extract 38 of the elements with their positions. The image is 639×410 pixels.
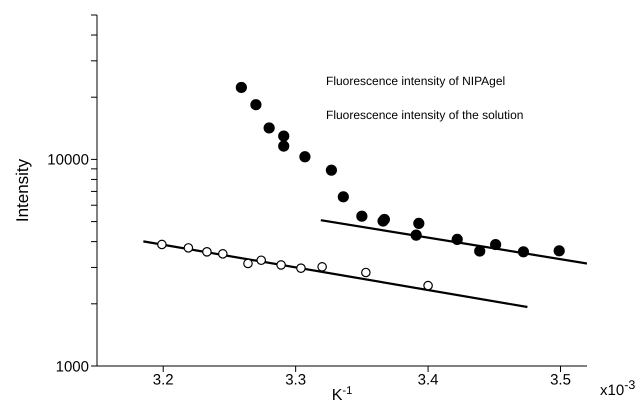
x-tick-label: 3.5 [550, 372, 571, 389]
point [299, 151, 311, 162]
y-tick-label: 10000 [47, 152, 89, 169]
point [256, 255, 266, 266]
point [276, 260, 286, 270]
point [361, 268, 371, 278]
point [296, 263, 306, 273]
point [218, 249, 228, 259]
point [452, 234, 463, 245]
point [326, 164, 338, 176]
point [356, 210, 368, 222]
point [236, 82, 247, 94]
point [184, 243, 194, 253]
point [474, 245, 486, 257]
point [423, 280, 433, 290]
x-tick-label: 3.2 [152, 372, 174, 389]
point [243, 258, 253, 268]
point [518, 246, 530, 258]
x-tick-label: 3.3 [285, 372, 306, 389]
point [250, 99, 262, 110]
point [413, 218, 424, 230]
point [317, 262, 327, 272]
x-axis-title: K$^{-1}$ [332, 385, 352, 404]
annotation: Fluorescence intensity of the solution [326, 108, 524, 122]
point [490, 238, 502, 250]
point [554, 245, 565, 256]
text: x10$^{-3}$ [600, 378, 636, 399]
y-axis-title: Intensity [13, 158, 32, 222]
x-tick-label: 3.4 [418, 372, 439, 389]
point [278, 140, 290, 152]
point [410, 230, 422, 241]
point [264, 122, 275, 134]
point [157, 240, 167, 250]
point [338, 191, 349, 202]
y-tick-label: 1000 [56, 358, 89, 376]
annotation: Fluorescence intensity of NIPAgel [326, 74, 506, 88]
point [202, 247, 212, 257]
point [278, 130, 290, 142]
